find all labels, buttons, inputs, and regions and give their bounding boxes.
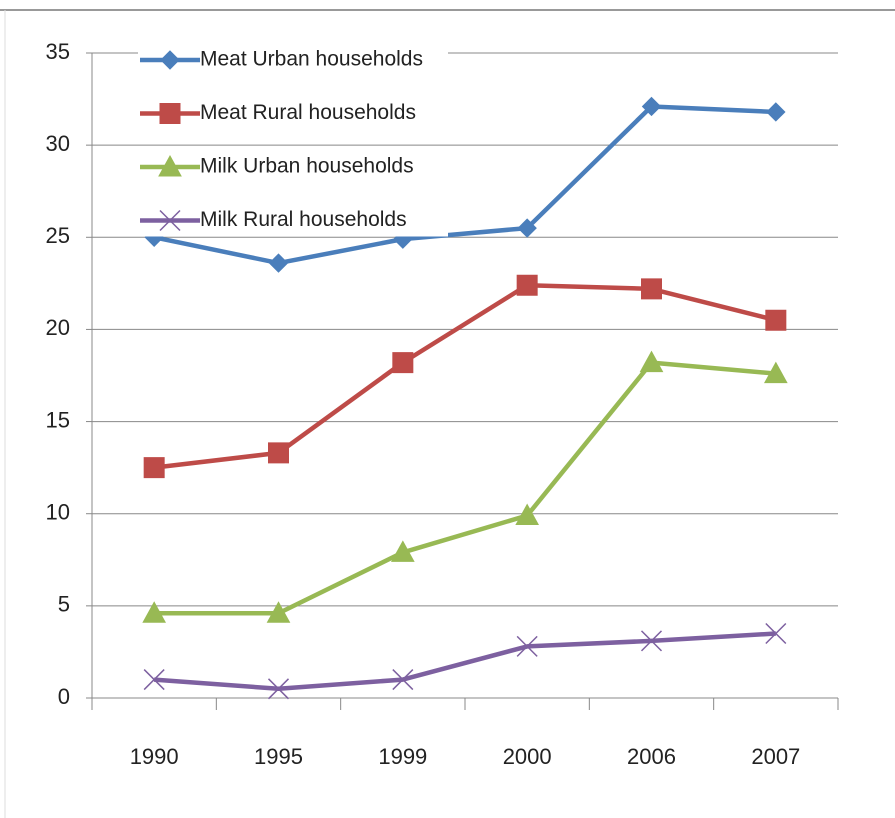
legend-label: Milk Rural households (200, 208, 407, 231)
y-tick-label: 15 (46, 407, 70, 432)
marker (159, 103, 181, 124)
marker (390, 540, 415, 562)
marker (640, 630, 663, 652)
marker (142, 601, 167, 623)
x-tick-label: 1999 (378, 744, 427, 769)
y-tick-label: 10 (46, 500, 70, 525)
x-tick-label: 1995 (254, 744, 303, 769)
x-tick-label: 1990 (130, 744, 179, 769)
marker (763, 361, 788, 384)
series-line (153, 282, 777, 470)
legend-label: Meat Rural households (200, 101, 416, 124)
marker (268, 253, 289, 273)
marker (516, 274, 538, 296)
marker (143, 669, 165, 691)
marker (641, 96, 662, 117)
series-line (154, 631, 776, 692)
x-tick-label: 2000 (503, 744, 552, 769)
marker (765, 622, 787, 645)
marker (517, 218, 537, 238)
marker (639, 350, 664, 373)
marker (268, 442, 289, 464)
marker (641, 278, 662, 300)
y-tick-label: 20 (46, 315, 70, 340)
marker (766, 102, 786, 122)
marker (160, 50, 180, 70)
series-line (153, 104, 776, 266)
legend-label: Meat Urban households (200, 48, 423, 71)
y-tick-label: 30 (46, 131, 70, 156)
x-tick-label: 2006 (627, 744, 676, 769)
marker (392, 669, 414, 691)
y-tick-label: 35 (46, 39, 70, 64)
y-tick-label: 25 (46, 223, 70, 248)
marker (143, 457, 165, 479)
marker (515, 503, 540, 526)
marker (267, 678, 290, 700)
y-tick-label: 0 (58, 684, 70, 709)
marker (392, 352, 414, 374)
marker (159, 209, 181, 232)
marker (158, 154, 182, 177)
y-tick-label: 5 (58, 592, 70, 617)
marker (266, 601, 291, 623)
series-line (154, 360, 777, 616)
x-tick-label: 2007 (751, 744, 800, 769)
marker (516, 635, 538, 657)
marker (765, 309, 787, 331)
legend-label: Milk Urban households (200, 155, 414, 178)
